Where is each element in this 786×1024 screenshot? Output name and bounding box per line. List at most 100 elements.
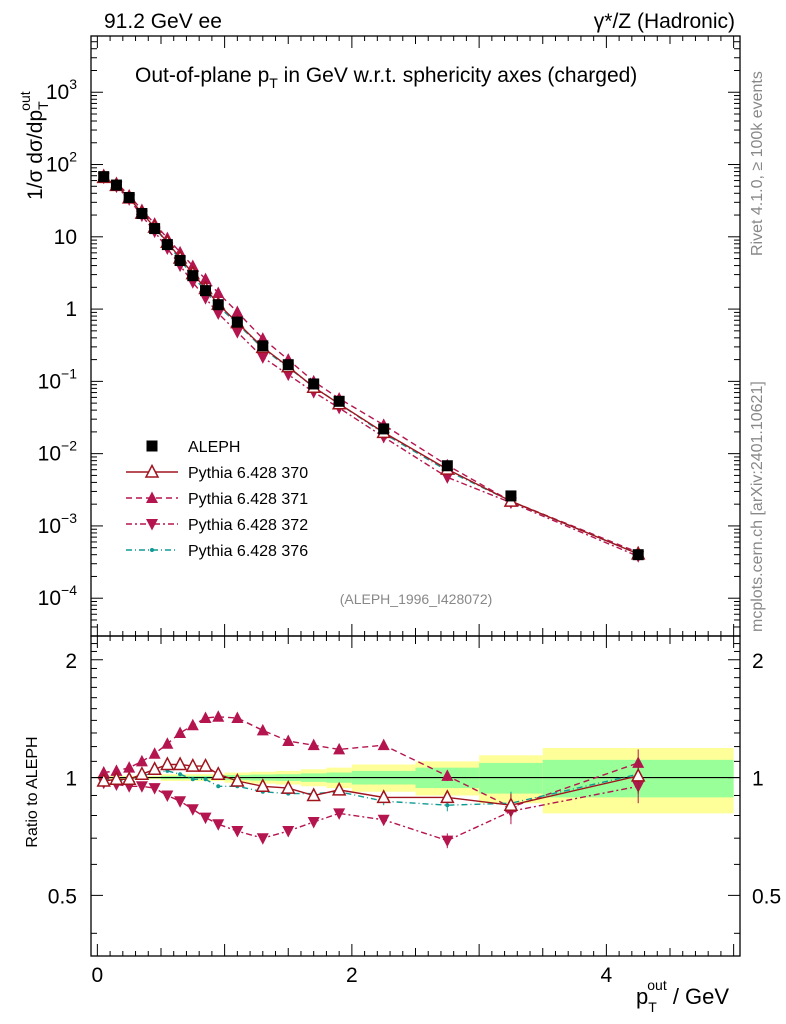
- ratio-ytick-label-right: 0.5: [752, 885, 781, 908]
- ratio-point-pythia-6-428-371: [148, 747, 161, 759]
- ratio-point-pythia-6-428-371: [231, 711, 244, 723]
- main-ytick-mantissa: 10: [38, 587, 61, 610]
- ratio-point-pythia-6-428-372: [307, 816, 320, 829]
- main-line-pythia-6-428-376: [103, 176, 639, 555]
- ratio-point-pythia-6-428-372: [161, 790, 174, 802]
- ratio-point-pythia-6-428-371: [333, 742, 346, 755]
- main-point-pythia-6-428-372: [256, 352, 269, 364]
- main-point-pythia-6-428-372: [282, 369, 295, 382]
- ylabel-sup: out: [17, 91, 33, 111]
- main-ytick-label: 10−4: [38, 582, 78, 610]
- ratio-point-pythia-6-428-371: [212, 710, 225, 722]
- ratio-point-pythia-6-428-372: [135, 781, 148, 793]
- ratio-point-pythia-6-428-371: [135, 754, 148, 767]
- main-ytick-label: 10−3: [38, 510, 78, 538]
- ratio-ylabel: Ratio to ALEPH: [24, 736, 41, 847]
- ratio-point-pythia-6-428-376: [190, 777, 195, 782]
- main-ytick-exponent: 2: [69, 149, 77, 165]
- main-point-aleph: [378, 423, 390, 435]
- main-point-aleph: [212, 299, 224, 311]
- ratio-point-pythia-6-428-372: [256, 833, 269, 845]
- main-ytick-label: 10−2: [38, 438, 78, 466]
- ratio-point-pythia-6-428-372: [148, 783, 161, 795]
- main-point-pythia-6-428-372: [212, 308, 225, 320]
- ratio-point-pythia-6-428-371: [199, 711, 212, 723]
- legend: ALEPH Pythia 6.428 370 Pythia 6.428 371 Pyt…: [126, 439, 308, 560]
- ratio-point-pythia-6-428-370: [134, 766, 150, 780]
- main-line-pythia-6-428-370: [103, 176, 639, 555]
- main-point-aleph: [149, 223, 161, 235]
- main-ytick-mantissa: 10: [38, 370, 61, 393]
- main-point-aleph: [110, 179, 122, 191]
- ratio-point-pythia-6-428-370: [109, 771, 124, 786]
- main-series-layer: [96, 168, 646, 563]
- main-title-rest: in GeV w.r.t. sphericity axes (charged): [278, 64, 637, 87]
- ratio-ytick-label: 0.5: [48, 885, 77, 908]
- ratio-point-pythia-6-428-370: [185, 757, 201, 772]
- main-point-aleph: [257, 340, 269, 352]
- main-point-aleph: [505, 490, 517, 502]
- xlabel-main: p: [636, 984, 648, 1009]
- main-ytick-mantissa: 10: [54, 226, 77, 249]
- ratio-point-pythia-6-428-372: [377, 814, 390, 827]
- main-title-main: Out-of-plane p: [135, 64, 269, 87]
- main-ytick-mantissa: 10: [38, 515, 61, 538]
- main-point-aleph: [174, 255, 186, 267]
- main-point-aleph: [441, 460, 453, 472]
- main-ytick-mantissa: 10: [38, 443, 61, 466]
- ratio-point-pythia-6-428-370: [255, 778, 271, 793]
- legend-label: ALEPH: [188, 439, 240, 456]
- legend-label: Pythia 6.428 370: [188, 465, 308, 482]
- xlabel-sup: out: [647, 977, 667, 993]
- main-ytick-label: 103: [46, 76, 77, 104]
- ratio-point-pythia-6-428-370: [331, 781, 347, 796]
- ratio-point-pythia-6-428-370: [96, 772, 111, 787]
- ratio-point-pythia-6-428-371: [110, 764, 123, 776]
- ratio-point-pythia-6-428-370: [376, 789, 391, 804]
- ratio-point-pythia-6-428-370: [503, 797, 519, 811]
- ratio-band-inner: [479, 762, 543, 794]
- legend-label: Pythia 6.428 371: [188, 491, 308, 508]
- ratio-xtick-label: 2: [346, 964, 358, 987]
- xlabel-rest: / GeV: [667, 984, 730, 1009]
- main-point-pythia-6-428-371: [199, 272, 212, 285]
- legend-marker: [146, 440, 158, 452]
- ratio-point-pythia-6-428-371: [186, 718, 199, 731]
- main-ytick-mantissa: 10: [46, 81, 69, 104]
- ratio-point-pythia-6-428-372: [231, 826, 244, 838]
- ratio-point-pythia-6-428-376: [203, 777, 208, 782]
- main-point-aleph: [282, 359, 294, 371]
- main-ytick-label: 102: [46, 149, 77, 177]
- ratio-point-pythia-6-428-370: [306, 787, 321, 802]
- ratio-point-pythia-6-428-372: [333, 808, 346, 820]
- main-ytick-exponent: −2: [61, 438, 77, 454]
- main-point-pythia-6-428-372: [441, 472, 454, 484]
- header-left: 91.2 GeV ee: [104, 10, 222, 33]
- mcplots-label: mcplots.cern.ch [arXiv:2401.10621]: [749, 381, 766, 632]
- ratio-point-pythia-6-428-371: [123, 761, 136, 773]
- ratio-point-pythia-6-428-370: [281, 779, 296, 794]
- main-point-aleph: [161, 239, 173, 251]
- main-point-aleph: [123, 191, 135, 203]
- ratio-point-pythia-6-428-372: [441, 835, 454, 848]
- ratio-point-pythia-6-428-371: [256, 723, 269, 736]
- main-point-aleph: [308, 378, 320, 390]
- ratio-xtick-label: 4: [601, 964, 613, 987]
- main-point-pythia-6-428-371: [231, 305, 244, 318]
- main-point-aleph: [136, 208, 148, 220]
- main-line-pythia-6-428-371: [103, 174, 639, 554]
- main-point-aleph: [231, 316, 243, 328]
- svg-text:1/σ dσ/dpTout: 1/σ dσ/dpTout: [17, 91, 51, 200]
- main-ytick-exponent: −1: [61, 365, 77, 381]
- main-ylabel: 1/σ dσ/dpTout: [17, 91, 51, 200]
- ratio-point-pythia-6-428-371: [307, 738, 320, 751]
- main-ytick-label: 10: [54, 226, 77, 249]
- main-point-pythia-6-428-372: [231, 327, 244, 339]
- ratio-point-pythia-6-428-370: [147, 761, 162, 776]
- main-title-sub: T: [269, 75, 278, 91]
- ratio-ytick-label: 2: [65, 650, 77, 673]
- main-line-pythia-6-428-372: [103, 177, 639, 557]
- legend-marker: [146, 491, 158, 503]
